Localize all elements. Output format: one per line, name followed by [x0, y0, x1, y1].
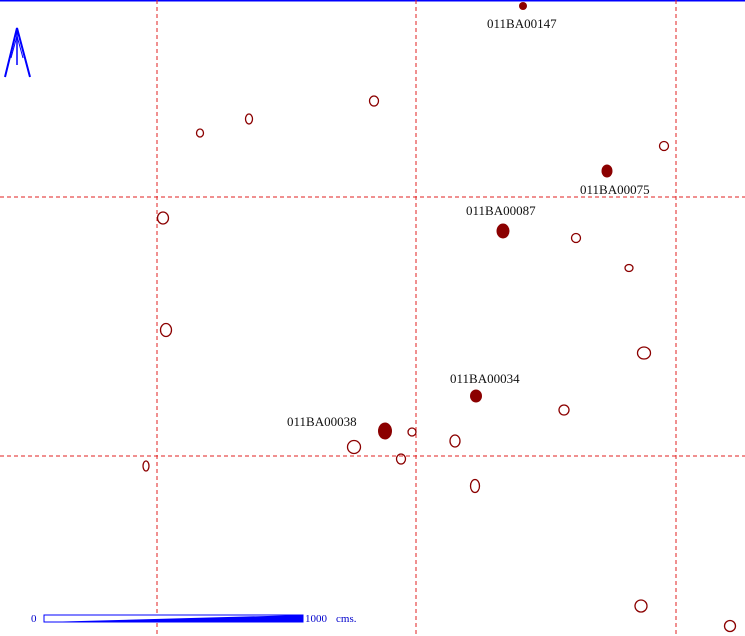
- map-feature[interactable]: [469, 478, 481, 494]
- scale-bar: 0 1000 cms.: [31, 613, 357, 625]
- map-feature[interactable]: [244, 113, 254, 125]
- map-feature[interactable]: [558, 404, 570, 416]
- unlabeled-features: [142, 95, 737, 633]
- feature-011BA00087[interactable]: [496, 223, 510, 239]
- feature-label-011BA00075: 011BA00075: [580, 182, 650, 197]
- feature-011BA00147[interactable]: [519, 2, 527, 10]
- map-feature[interactable]: [634, 599, 648, 613]
- feature-label-011BA00147: 011BA00147: [487, 16, 557, 31]
- map-feature[interactable]: [658, 140, 670, 152]
- map-feature[interactable]: [407, 427, 417, 437]
- scale-start-label: 0: [31, 613, 37, 625]
- labeled-features: [378, 2, 613, 440]
- map-feature[interactable]: [624, 263, 634, 273]
- map-feature[interactable]: [449, 434, 461, 448]
- map-feature[interactable]: [723, 619, 737, 633]
- scale-bar-wedge: [44, 615, 303, 622]
- map-feature[interactable]: [368, 95, 380, 107]
- feature-label-011BA00038: 011BA00038: [287, 414, 357, 429]
- feature-011BA00038[interactable]: [378, 422, 392, 440]
- map-feature[interactable]: [636, 346, 652, 360]
- map-feature[interactable]: [195, 128, 205, 138]
- feature-label-011BA00034: 011BA00034: [450, 371, 520, 386]
- map-feature[interactable]: [346, 439, 362, 455]
- map-feature[interactable]: [156, 211, 170, 225]
- map-feature[interactable]: [395, 453, 407, 465]
- feature-011BA00034[interactable]: [470, 389, 482, 403]
- map-feature[interactable]: [142, 460, 150, 472]
- map-feature[interactable]: [570, 232, 582, 244]
- scale-unit-label: cms.: [336, 613, 357, 625]
- feature-label-011BA00087: 011BA00087: [466, 203, 536, 218]
- north-arrow-icon: [4, 27, 31, 78]
- map-feature[interactable]: [159, 322, 173, 338]
- scale-end-label: 1000: [305, 613, 328, 625]
- feature-011BA00075[interactable]: [601, 164, 613, 178]
